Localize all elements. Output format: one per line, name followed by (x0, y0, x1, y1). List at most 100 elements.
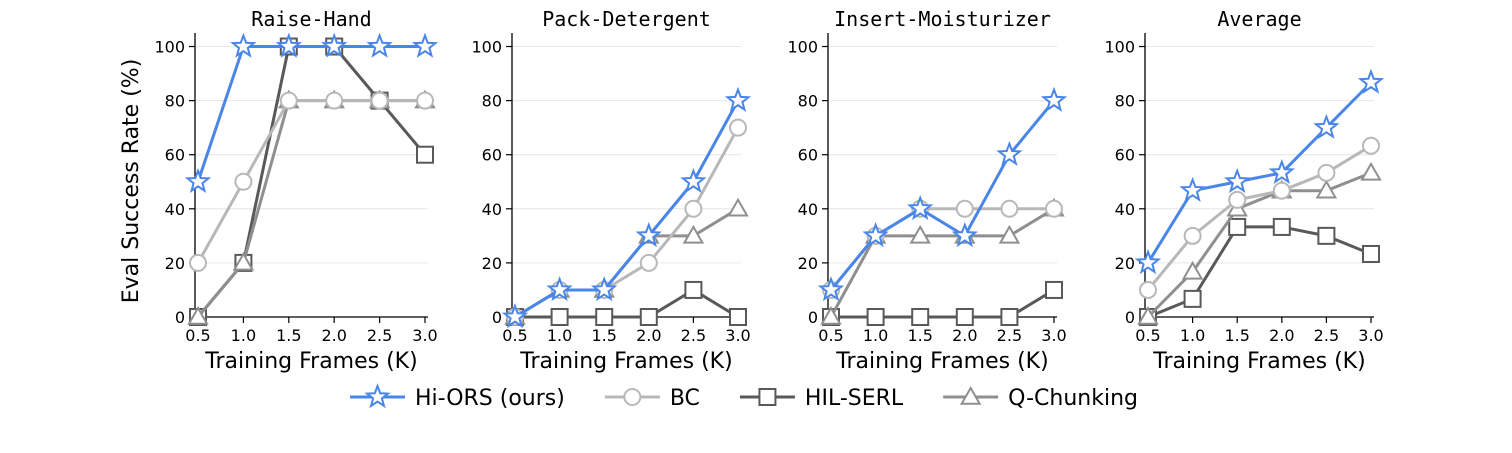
data-point (591, 276, 618, 302)
x-tick-label: 3.0 (412, 326, 437, 345)
data-point (727, 197, 749, 217)
series-line (514, 126, 740, 319)
x-axis-label: Training Frames (K) (1152, 349, 1365, 374)
x-tick-label: 0.5 (1135, 326, 1160, 345)
y-tick-label: 0 (808, 308, 818, 327)
series-line (831, 288, 1055, 319)
y-tick-label: 100 (154, 38, 185, 57)
data-point (501, 303, 529, 329)
chart-panel-insert-moisturizer: Insert-Moisturizer 0 20 40 60 80 100 0.5 1.0 1.5 2… (787, 7, 1068, 374)
series-bc (189, 91, 434, 272)
y-tick-label: 60 (798, 146, 818, 165)
series-q-chunking (187, 89, 436, 325)
x-tick-label: 2.0 (636, 326, 661, 345)
data-point (370, 91, 389, 110)
legend-marker (959, 385, 982, 405)
x-axis-label: Training Frames (K) (519, 349, 732, 374)
y-tick-label: 40 (1115, 200, 1135, 219)
data-point (862, 222, 889, 248)
series-bc (1139, 136, 1380, 299)
data-point (234, 172, 253, 191)
chart-panels: Raise-Hand 0 20 40 60 80 100 0.5 1.0 1.5 2.0 2.5 3.0… (154, 7, 1385, 374)
data-point (1137, 305, 1159, 325)
data-point (866, 308, 885, 326)
data-point (1357, 68, 1385, 94)
y-tick-label: 60 (165, 146, 185, 165)
data-point (1181, 260, 1204, 280)
x-tick-label: 0.5 (818, 326, 843, 345)
data-point (1362, 244, 1380, 263)
data-point (684, 199, 703, 218)
data-point (996, 140, 1023, 166)
data-point (955, 308, 974, 326)
legend-marker (623, 388, 642, 406)
data-point (325, 91, 344, 110)
x-tick-label: 1.5 (276, 326, 301, 345)
panel-title: Insert-Moisturizer (834, 7, 1051, 31)
y-tick-label: 0 (492, 308, 502, 327)
data-point (187, 305, 209, 325)
y-tick-label: 60 (482, 146, 502, 165)
y-axis-label: Eval Success Rate (%) (119, 59, 144, 304)
data-point (550, 308, 569, 326)
data-point (1362, 136, 1380, 155)
data-point (1000, 308, 1019, 326)
data-point (366, 32, 393, 58)
data-point (416, 91, 434, 110)
legend-label: BC (670, 386, 700, 411)
x-axis-label: Training Frames (K) (204, 349, 417, 374)
y-tick-label: 100 (471, 38, 502, 57)
legend-label: Q-Chunking (1008, 386, 1138, 411)
data-point (1317, 226, 1336, 245)
x-tick-label: 1.5 (1224, 326, 1249, 345)
data-point (1228, 190, 1247, 209)
data-point (911, 308, 930, 326)
series-line (829, 99, 1056, 291)
x-tick-label: 1.0 (1180, 326, 1205, 345)
chart-panel-raise-hand: Raise-Hand 0 20 40 60 80 100 0.5 1.0 1.5 2.0 2.5 3.0… (154, 7, 439, 374)
x-tick-label: 3.0 (1358, 326, 1383, 345)
series-line (1146, 81, 1373, 264)
x-tick-label: 2.5 (681, 326, 706, 345)
y-tick-label: 20 (165, 254, 185, 273)
data-point (955, 199, 974, 218)
data-point (321, 32, 348, 58)
series-hil-serl (506, 280, 747, 326)
x-tick-label: 0.5 (502, 326, 527, 345)
data-point (1224, 167, 1251, 193)
data-point (1134, 249, 1162, 275)
x-tick-label: 2.5 (997, 326, 1022, 345)
x-tick-label: 0.5 (185, 326, 210, 345)
series-hi-ors-ours- (184, 32, 439, 193)
data-point (998, 224, 1021, 244)
data-point (595, 308, 614, 326)
data-point (1313, 113, 1340, 139)
data-point (1272, 181, 1291, 200)
data-point (416, 145, 434, 164)
series-line (829, 207, 1055, 318)
data-point (1315, 179, 1338, 199)
data-point (907, 194, 934, 221)
series-bc (822, 199, 1063, 299)
series-hil-serl (1139, 217, 1380, 326)
legend: Hi-ORS (ours) BC HIL-SERL Q-Chunking (350, 383, 1138, 411)
data-point (951, 222, 978, 248)
x-tick-label: 3.0 (1041, 326, 1066, 345)
data-point (682, 224, 705, 244)
data-point (817, 276, 845, 302)
y-tick-label: 0 (1125, 308, 1135, 327)
series-q-chunking (1137, 161, 1382, 325)
series-hi-ors-ours- (817, 86, 1068, 302)
data-point (729, 118, 747, 137)
data-point (1272, 217, 1291, 236)
legend-marker (758, 388, 777, 406)
data-point (1183, 226, 1202, 245)
y-tick-label: 40 (165, 200, 185, 219)
data-point (680, 167, 707, 193)
panel-title: Pack-Detergent (542, 7, 711, 31)
x-tick-label: 1.0 (231, 326, 256, 345)
legend-label: Hi-ORS (ours) (415, 386, 565, 411)
x-tick-label: 2.5 (367, 326, 392, 345)
